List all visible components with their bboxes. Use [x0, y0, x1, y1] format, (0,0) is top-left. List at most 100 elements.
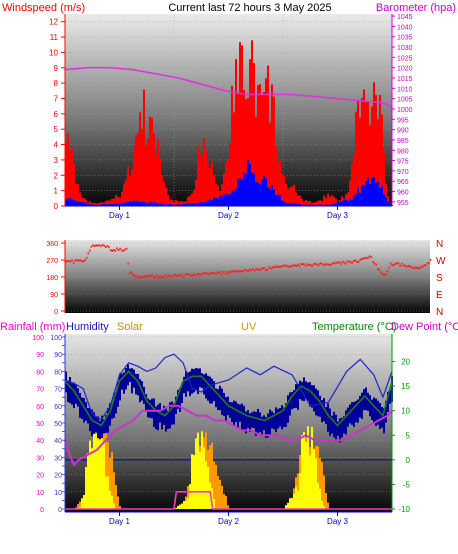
solar-bar: [111, 451, 113, 509]
wind-average-bar: [373, 176, 375, 206]
direction-point: [124, 248, 126, 251]
direction-point: [410, 266, 413, 269]
wind-gust-bar: [311, 202, 313, 206]
direction-point: [301, 263, 304, 266]
temperature-band: [91, 409, 93, 437]
wind-gust-bar: [199, 153, 201, 206]
wind-gust-bar: [121, 192, 123, 206]
direction-panel-bg: [65, 240, 430, 313]
wind-average-bar: [349, 198, 351, 206]
direction-point: [269, 267, 272, 270]
wind-average-bar: [337, 201, 339, 206]
direction-point: [300, 263, 302, 266]
direction-point: [105, 246, 107, 249]
wind-gust-bar: [327, 193, 329, 206]
temperature-band: [123, 372, 125, 394]
solar-bar: [213, 461, 215, 509]
direction-point: [252, 268, 254, 271]
direction-point: [205, 272, 208, 275]
wind-average-bar: [247, 160, 249, 206]
wind-gust-bar: [217, 185, 219, 206]
temperature-band: [81, 397, 83, 419]
direction-point: [322, 264, 325, 267]
direction-point: [250, 269, 253, 272]
temperature-band: [275, 407, 277, 433]
wind-gust-bar: [297, 195, 299, 206]
wind-gust-bar: [353, 152, 355, 206]
direction-point: [399, 265, 401, 267]
wind-gust-bar: [363, 89, 365, 206]
temperature-tick-label: -5: [403, 480, 411, 489]
solar-bar: [225, 495, 227, 509]
direction-point: [69, 260, 72, 263]
wind-gust-bar: [255, 116, 257, 206]
wind-gust-bar: [161, 175, 163, 206]
barometer-tick-label: 960: [397, 190, 409, 197]
uv-label: UV: [241, 321, 257, 333]
temperature-band: [263, 415, 265, 431]
direction-point: [273, 265, 275, 268]
direction-point: [378, 269, 381, 271]
barometer-tick-label: 955: [397, 200, 409, 207]
direction-point: [165, 276, 168, 279]
direction-point: [135, 275, 137, 278]
windspeed-axis-title: Windspeed (m/s): [2, 2, 85, 14]
wind-gust-bar: [93, 202, 95, 206]
wind-gust-bar: [303, 201, 305, 206]
temperature-band: [285, 403, 287, 427]
wind-gust-bar: [365, 102, 367, 206]
temperature-band: [331, 415, 333, 434]
direction-point: [375, 263, 377, 266]
uv-bar: [193, 454, 195, 509]
wind-average-bar: [335, 202, 337, 206]
wind-average-bar: [245, 173, 247, 206]
wind-gust-bar: [243, 90, 245, 206]
direction-point: [397, 262, 400, 265]
x-tick-label: Day 2: [218, 517, 239, 526]
direction-point: [309, 264, 312, 267]
temperature-band: [257, 408, 259, 434]
temperature-band: [169, 402, 171, 429]
temperature-band: [93, 412, 95, 434]
wind-gust-bar: [137, 132, 139, 206]
wind-average-bar: [219, 195, 221, 206]
uv-bar: [83, 494, 85, 509]
wind-average-bar: [171, 204, 173, 206]
uv-bar: [301, 435, 303, 509]
temperature-band: [219, 385, 221, 411]
wind-gust-bar: [147, 138, 149, 206]
direction-point: [253, 269, 256, 272]
rainfall-axis-title: Rainfall (mm): [0, 321, 65, 333]
uv-bar: [95, 433, 97, 509]
wind-gust-bar: [371, 106, 373, 206]
wind-tick-label: 1: [54, 187, 59, 196]
wind-gust-bar: [89, 201, 91, 206]
temperature-band: [187, 372, 189, 392]
wind-average-bar: [105, 204, 107, 206]
direction-point: [121, 249, 123, 252]
uv-bar: [205, 461, 207, 509]
temperature-band: [117, 381, 119, 407]
wind-average-bar: [195, 203, 197, 206]
direction-point: [348, 260, 350, 263]
barometer-tick-label: 970: [397, 169, 409, 176]
rainfall-tick-label: 80: [36, 369, 44, 376]
temperature-band: [127, 364, 129, 386]
direction-point: [226, 272, 229, 275]
wind-gust-bar: [81, 197, 83, 206]
direction-point: [297, 263, 299, 266]
uv-bar: [307, 426, 309, 509]
direction-point: [183, 275, 185, 278]
wind-gust-bar: [265, 78, 267, 206]
wind-gust-bar: [247, 98, 249, 206]
uv-bar: [89, 440, 91, 509]
wind-average-bar: [161, 204, 163, 206]
temperature-band: [291, 392, 293, 410]
direction-point: [79, 259, 81, 262]
direction-point: [343, 261, 345, 264]
direction-point: [98, 244, 101, 247]
uv-bar: [323, 505, 325, 509]
wind-gust-bar: [293, 184, 295, 206]
wind-average-bar: [191, 203, 193, 206]
wind-gust-bar: [335, 198, 337, 206]
